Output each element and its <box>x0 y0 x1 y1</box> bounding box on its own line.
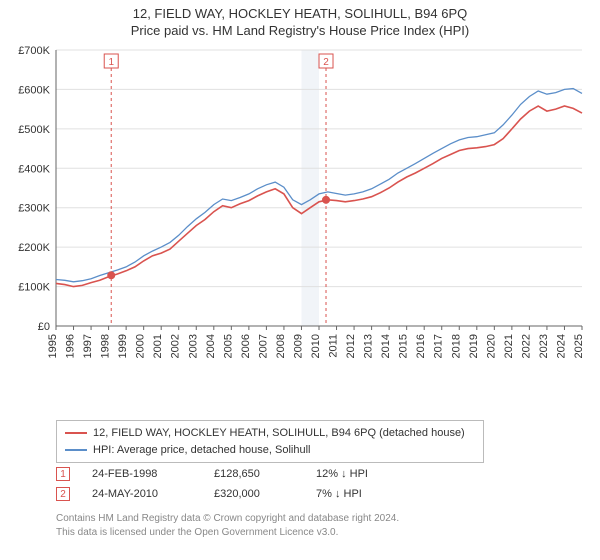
sale-price: £128,650 <box>214 468 294 480</box>
svg-text:£100K: £100K <box>18 282 50 294</box>
sale-date: 24-MAY-2010 <box>92 488 192 500</box>
chart-title-address: 12, FIELD WAY, HOCKLEY HEATH, SOLIHULL, … <box>0 6 600 21</box>
sale-price: £320,000 <box>214 488 294 500</box>
legend-label-property: 12, FIELD WAY, HOCKLEY HEATH, SOLIHULL, … <box>93 425 465 442</box>
svg-text:2022: 2022 <box>520 334 532 358</box>
svg-text:2013: 2013 <box>363 334 375 358</box>
svg-text:2019: 2019 <box>468 334 480 358</box>
svg-text:2004: 2004 <box>205 334 217 358</box>
svg-text:2000: 2000 <box>135 334 147 358</box>
svg-text:2012: 2012 <box>345 334 357 358</box>
chart-footer: Contains HM Land Registry data © Crown c… <box>56 512 556 539</box>
sale-hpi-delta: 12% ↓ HPI <box>316 468 396 480</box>
svg-text:2021: 2021 <box>503 334 515 358</box>
sales-row: 2 24-MAY-2010 £320,000 7% ↓ HPI <box>56 484 396 504</box>
svg-text:2025: 2025 <box>573 334 585 358</box>
svg-text:2009: 2009 <box>292 334 304 358</box>
svg-text:2002: 2002 <box>170 334 182 358</box>
svg-text:2007: 2007 <box>257 334 269 358</box>
svg-text:2010: 2010 <box>310 334 322 358</box>
chart-titles: 12, FIELD WAY, HOCKLEY HEATH, SOLIHULL, … <box>0 0 600 38</box>
legend-swatch-blue <box>65 449 87 451</box>
svg-text:2017: 2017 <box>433 334 445 358</box>
legend-label-hpi: HPI: Average price, detached house, Soli… <box>93 442 311 459</box>
svg-text:2015: 2015 <box>398 334 410 358</box>
svg-text:1999: 1999 <box>117 334 129 358</box>
line-chart: £0£100K£200K£300K£400K£500K£600K£700K199… <box>56 50 582 370</box>
svg-text:2023: 2023 <box>538 334 550 358</box>
svg-text:£700K: £700K <box>18 45 50 57</box>
svg-text:2: 2 <box>323 57 329 68</box>
svg-text:2003: 2003 <box>187 334 199 358</box>
svg-text:2018: 2018 <box>450 334 462 358</box>
svg-text:2020: 2020 <box>485 334 497 358</box>
sales-table: 1 24-FEB-1998 £128,650 12% ↓ HPI 2 24-MA… <box>56 464 396 504</box>
svg-text:2011: 2011 <box>328 334 340 358</box>
svg-text:£600K: £600K <box>18 84 50 96</box>
sale-date: 24-FEB-1998 <box>92 468 192 480</box>
svg-text:£300K: £300K <box>18 203 50 215</box>
svg-text:1: 1 <box>108 57 114 68</box>
svg-text:2016: 2016 <box>415 334 427 358</box>
sales-row: 1 24-FEB-1998 £128,650 12% ↓ HPI <box>56 464 396 484</box>
svg-text:£0: £0 <box>38 321 50 333</box>
footer-licence: This data is licensed under the Open Gov… <box>56 526 556 540</box>
svg-text:2024: 2024 <box>555 334 567 358</box>
svg-text:£400K: £400K <box>18 163 50 175</box>
svg-text:2006: 2006 <box>240 334 252 358</box>
chart-container: 12, FIELD WAY, HOCKLEY HEATH, SOLIHULL, … <box>0 0 600 560</box>
sale-hpi-delta: 7% ↓ HPI <box>316 488 396 500</box>
svg-text:1997: 1997 <box>82 334 94 358</box>
legend-item-property: 12, FIELD WAY, HOCKLEY HEATH, SOLIHULL, … <box>65 425 475 442</box>
svg-text:1998: 1998 <box>100 334 112 358</box>
svg-text:1995: 1995 <box>47 334 59 358</box>
sale-marker-icon: 2 <box>56 487 70 501</box>
svg-text:2005: 2005 <box>222 334 234 358</box>
chart-legend: 12, FIELD WAY, HOCKLEY HEATH, SOLIHULL, … <box>56 420 582 463</box>
svg-text:1996: 1996 <box>65 334 77 358</box>
sale-marker-icon: 1 <box>56 467 70 481</box>
legend-item-hpi: HPI: Average price, detached house, Soli… <box>65 442 475 459</box>
legend-swatch-red <box>65 432 87 434</box>
svg-text:£500K: £500K <box>18 124 50 136</box>
svg-text:2008: 2008 <box>275 334 287 358</box>
svg-text:2001: 2001 <box>152 334 164 358</box>
footer-copyright: Contains HM Land Registry data © Crown c… <box>56 512 556 526</box>
svg-text:2014: 2014 <box>380 334 392 358</box>
chart-title-subtitle: Price paid vs. HM Land Registry's House … <box>0 23 600 38</box>
svg-text:£200K: £200K <box>18 242 50 254</box>
